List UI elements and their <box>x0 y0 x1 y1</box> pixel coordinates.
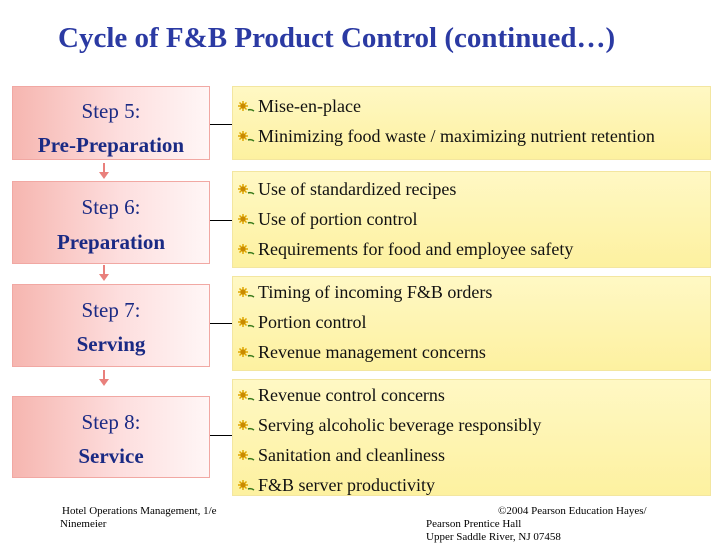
footer-left: Hotel Operations Management, 1/e Ninemei… <box>60 505 217 531</box>
step-5-details: Mise-en-place Minimizing food waste / ma… <box>232 86 711 160</box>
item-text: Use of portion control <box>258 209 418 229</box>
step-8-number: Step 8: <box>81 410 141 434</box>
step-6-details: Use of standardized recipes Use of porti… <box>232 171 711 268</box>
arrow-down-icon <box>99 370 109 386</box>
footer-right: ©2004 Pearson Education Hayes/ Pearson P… <box>426 505 647 544</box>
list-item: Revenue control concerns <box>237 385 445 406</box>
item-text: Revenue control concerns <box>258 385 445 405</box>
connector-line <box>210 323 232 324</box>
flower-bullet-icon <box>238 184 255 195</box>
connector-line <box>210 124 232 125</box>
flower-bullet-icon <box>238 480 255 491</box>
step-7-details: Timing of incoming F&B orders Portion co… <box>232 276 711 371</box>
item-text: Serving alcoholic beverage responsibly <box>258 415 542 435</box>
flower-bullet-icon <box>238 287 255 298</box>
item-text: Sanitation and cleanliness <box>258 445 445 465</box>
flower-bullet-icon <box>238 420 255 431</box>
step-5-number: Step 5: <box>81 99 141 123</box>
step-7-box: Step 7: Serving <box>12 284 210 367</box>
flower-bullet-icon <box>238 101 255 112</box>
step-5-name: Pre-Preparation <box>37 133 185 157</box>
item-text: F&B server productivity <box>258 475 435 495</box>
connector-line <box>210 435 232 436</box>
step-6-number: Step 6: <box>81 195 141 219</box>
step-8-name: Service <box>78 444 144 468</box>
list-item: Timing of incoming F&B orders <box>237 282 492 303</box>
arrow-down-icon <box>99 265 109 281</box>
list-item: Sanitation and cleanliness <box>237 445 445 466</box>
flower-bullet-icon <box>238 214 255 225</box>
item-text: Timing of incoming F&B orders <box>258 282 493 302</box>
step-5-box: Step 5: Pre-Preparation <box>12 86 210 160</box>
list-item: Requirements for food and employee safet… <box>237 239 573 260</box>
list-item: Mise-en-place <box>237 96 361 117</box>
list-item: Serving alcoholic beverage responsibly <box>237 415 541 436</box>
item-text: Minimizing food waste / maximizing nutri… <box>258 126 655 146</box>
footer-right-line1: ©2004 Pearson Education Hayes/ <box>498 505 647 517</box>
list-item: Portion control <box>237 312 367 333</box>
flower-bullet-icon <box>238 450 255 461</box>
footer-right-line2: Pearson Prentice Hall <box>426 518 522 530</box>
footer-left-line2: Ninemeier <box>60 518 107 530</box>
step-7-number: Step 7: <box>81 298 141 322</box>
list-item: Revenue management concerns <box>237 342 486 363</box>
footer-right-line3: Upper Saddle River, NJ 07458 <box>426 531 561 543</box>
list-item: Use of portion control <box>237 209 417 230</box>
flower-bullet-icon <box>238 390 255 401</box>
step-6-name: Preparation <box>56 230 166 254</box>
step-7-name: Serving <box>76 332 146 356</box>
item-text: Use of standardized recipes <box>258 179 457 199</box>
arrow-down-icon <box>99 163 109 179</box>
slide-title: Cycle of F&B Product Control (continued…… <box>58 22 616 54</box>
item-text: Portion control <box>258 312 367 332</box>
flower-bullet-icon <box>238 347 255 358</box>
footer-left-line1: Hotel Operations Management, 1/e <box>62 505 217 517</box>
list-item: Use of standardized recipes <box>237 179 456 200</box>
list-item: F&B server productivity <box>237 475 435 496</box>
flower-bullet-icon <box>238 131 255 142</box>
step-6-box: Step 6: Preparation <box>12 181 210 264</box>
list-item: Minimizing food waste / maximizing nutri… <box>237 126 655 147</box>
item-text: Requirements for food and employee safet… <box>258 239 574 259</box>
step-8-box: Step 8: Service <box>12 396 210 478</box>
connector-line <box>210 220 232 221</box>
step-8-details: Revenue control concerns Serving alcohol… <box>232 379 711 496</box>
item-text: Mise-en-place <box>258 96 361 116</box>
flower-bullet-icon <box>238 244 255 255</box>
item-text: Revenue management concerns <box>258 342 486 362</box>
flower-bullet-icon <box>238 317 255 328</box>
